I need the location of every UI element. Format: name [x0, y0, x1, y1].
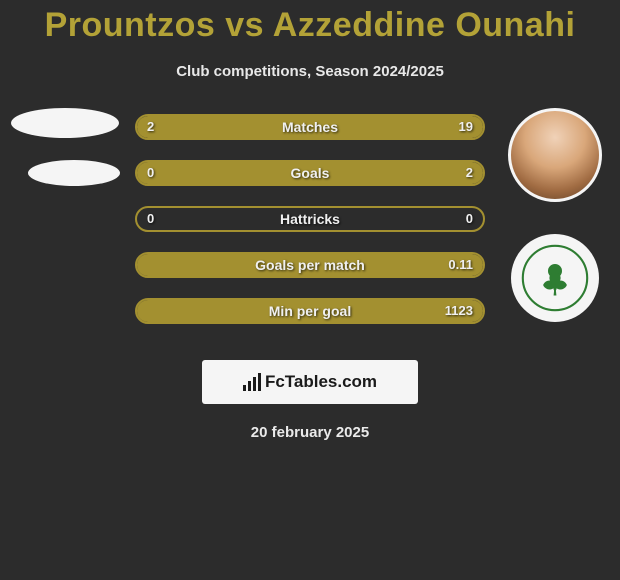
player1-club-placeholder [28, 160, 120, 186]
stats-bars: 2Matches190Goals20Hattricks0Goals per ma… [135, 114, 485, 344]
fctables-logo: FcTables.com [202, 360, 418, 404]
stat-label: Min per goal [137, 300, 483, 322]
stat-value-right: 2 [466, 162, 473, 184]
stat-label: Matches [137, 116, 483, 138]
stat-value-right: 0.11 [448, 254, 473, 276]
player2-name: Azzeddine Ounahi [273, 6, 576, 44]
date-text: 20 february 2025 [0, 424, 620, 441]
stat-row: 2Matches19 [135, 114, 485, 140]
stat-row: Goals per match0.11 [135, 252, 485, 278]
player1-column [0, 114, 130, 186]
stat-label: Goals [137, 162, 483, 184]
stat-value-right: 1123 [445, 300, 473, 322]
stat-value-right: 0 [466, 208, 473, 230]
stat-row: 0Goals2 [135, 160, 485, 186]
player1-name: Prountzos [45, 6, 216, 44]
subtitle: Club competitions, Season 2024/2025 [0, 63, 620, 80]
player1-avatar-placeholder [11, 108, 119, 138]
vs-text: vs [225, 6, 264, 44]
stat-label: Goals per match [137, 254, 483, 276]
bar-chart-icon [243, 373, 261, 391]
stat-label: Hattricks [137, 208, 483, 230]
shamrock-badge-icon [520, 243, 590, 313]
comparison-area: 2Matches190Goals20Hattricks0Goals per ma… [0, 114, 620, 344]
stat-row: Min per goal1123 [135, 298, 485, 324]
player2-club-badge [511, 234, 599, 322]
comparison-title: Prountzos vs Azzeddine Ounahi [0, 0, 620, 45]
player2-column [490, 114, 620, 322]
logo-text: FcTables.com [265, 372, 377, 392]
stat-value-right: 19 [459, 116, 473, 138]
stat-row: 0Hattricks0 [135, 206, 485, 232]
player2-avatar [508, 108, 602, 202]
